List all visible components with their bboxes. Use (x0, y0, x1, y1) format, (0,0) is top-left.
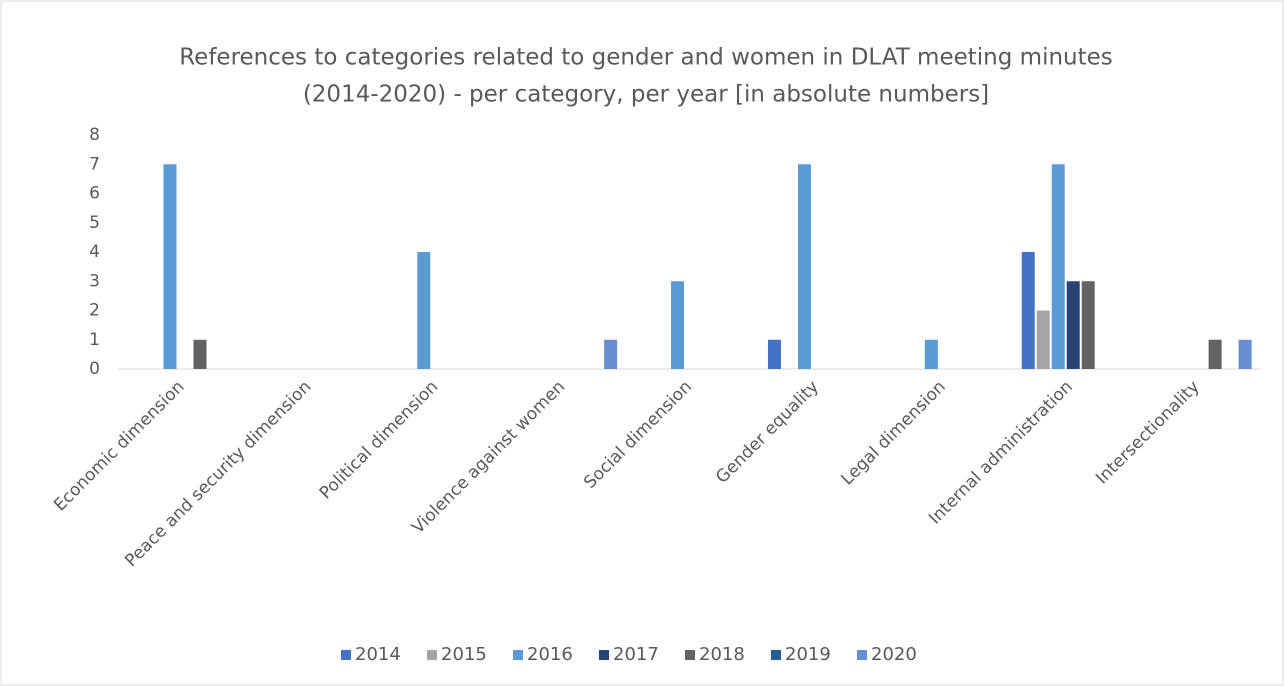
legend-label: 2017 (613, 644, 659, 665)
legend-swatch (771, 650, 781, 660)
bar (417, 252, 431, 369)
legend-swatch (427, 650, 437, 660)
chart-title: References to categories related to gend… (179, 45, 1113, 71)
bar (1051, 164, 1065, 369)
legend-swatch (685, 650, 695, 660)
chart-title: (2014-2020) - per category, per year [in… (303, 82, 989, 108)
bar (163, 164, 177, 369)
y-tick-label: 1 (89, 330, 100, 350)
y-tick-label: 4 (89, 242, 100, 262)
bar (1021, 252, 1035, 369)
bar (924, 339, 938, 369)
bar (1066, 281, 1080, 369)
y-tick-label: 3 (89, 271, 100, 291)
legend-swatch (599, 650, 609, 660)
legend-label: 2015 (441, 644, 487, 665)
y-tick-label: 2 (89, 301, 100, 321)
legend-label: 2020 (871, 644, 917, 665)
legend-swatch (341, 650, 351, 660)
y-tick-label: 0 (89, 359, 100, 379)
bar (671, 281, 685, 369)
bar (1208, 339, 1222, 369)
legend-swatch (857, 650, 867, 660)
bar (767, 339, 781, 369)
legend-label: 2014 (355, 644, 401, 665)
legend-label: 2018 (699, 644, 745, 665)
y-tick-label: 5 (89, 213, 100, 233)
legend-label: 2019 (785, 644, 831, 665)
legend-label: 2016 (527, 644, 573, 665)
bar (1081, 281, 1095, 369)
bar (1238, 339, 1252, 369)
y-tick-label: 6 (89, 184, 100, 204)
y-tick-label: 8 (89, 125, 100, 145)
bar (604, 339, 618, 369)
legend-swatch (513, 650, 523, 660)
bar (193, 339, 207, 369)
bar (1036, 310, 1050, 369)
bar (797, 164, 811, 369)
y-tick-label: 7 (89, 154, 100, 174)
